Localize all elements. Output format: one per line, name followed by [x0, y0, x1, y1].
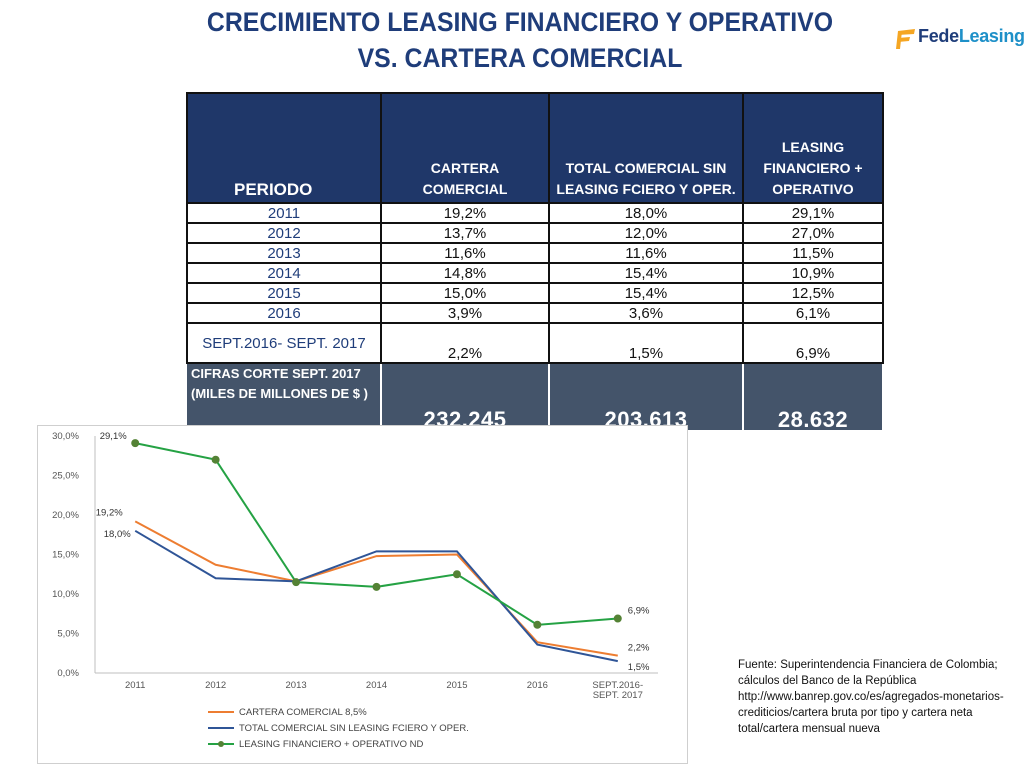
- cell-total: 12,0%: [548, 222, 744, 244]
- table-row: 2012 13,7% 12,0% 27,0%: [186, 222, 884, 244]
- cell-total: 3,6%: [548, 302, 744, 324]
- x-tick-label: 2015: [446, 680, 467, 691]
- cell-total: 15,4%: [548, 262, 744, 284]
- y-tick-label: 30,0%: [52, 431, 79, 442]
- y-tick-label: 15,0%: [52, 550, 79, 561]
- legend-label: TOTAL COMERCIAL SIN LEASING FCIERO Y OPE…: [239, 723, 469, 734]
- title-line-1: CRECIMIENTO LEASING FINANCIERO Y OPERATI…: [206, 7, 834, 37]
- y-tick-label: 0,0%: [57, 668, 79, 679]
- data-point: [131, 439, 140, 448]
- cell-leasing: 6,1%: [742, 302, 884, 324]
- data-label: 1,5%: [628, 662, 650, 673]
- x-tick-label: 2016: [527, 680, 548, 691]
- footer-leasing: 28.632: [743, 363, 884, 431]
- table-header-row: PERIODO CARTERA COMERCIAL TOTAL COMERCIA…: [186, 92, 884, 204]
- logo-part-1: Fede: [918, 26, 959, 46]
- cell-leasing: 6,9%: [742, 322, 884, 364]
- footer-total: 203.613: [549, 363, 744, 431]
- series-line-1: [134, 520, 618, 657]
- logo-mark-icon: [896, 29, 915, 49]
- cell-period: SEPT.2016- SEPT. 2017: [186, 322, 382, 364]
- cell-cartera: 19,2%: [380, 202, 550, 224]
- y-tick-label: 20,0%: [52, 510, 79, 521]
- footer-label: CIFRAS CORTE SEPT. 2017 (MILES DE MILLON…: [187, 363, 382, 430]
- cell-leasing: 27,0%: [742, 222, 884, 244]
- data-point: [533, 620, 542, 629]
- page-title: CRECIMIENTO LEASING FINANCIERO Y OPERATI…: [161, 4, 879, 76]
- col-header-periodo: PERIODO: [186, 92, 382, 204]
- x-tick-label: 2011: [125, 680, 145, 691]
- col-header-leasing: LEASING FINANCIERO + OPERATIVO: [742, 92, 884, 204]
- x-tick-label: SEPT.2016-SEPT. 2017: [592, 680, 643, 701]
- cell-leasing: 10,9%: [742, 262, 884, 284]
- cell-cartera: 13,7%: [380, 222, 550, 244]
- data-point: [292, 578, 301, 587]
- line-chart: 0,0% 5,0% 10,0% 15,0% 20,0% 25,0% 30,0% 2011 201…: [52, 431, 658, 750]
- table-row: 2015 15,0% 15,4% 12,5%: [186, 282, 884, 304]
- cell-cartera: 3,9%: [380, 302, 550, 324]
- footer-cartera: 232.245: [381, 363, 550, 431]
- cell-period: 2015: [186, 282, 382, 304]
- x-tick-label: 2012: [205, 680, 226, 691]
- table-row: 2013 11,6% 11,6% 11,5%: [186, 242, 884, 264]
- table-row: SEPT.2016- SEPT. 2017 2,2% 1,5% 6,9%: [186, 322, 884, 364]
- cell-cartera: 15,0%: [380, 282, 550, 304]
- data-label: 2,2%: [628, 643, 650, 654]
- cell-leasing: 12,5%: [742, 282, 884, 304]
- cell-leasing: 29,1%: [742, 202, 884, 224]
- data-point: [452, 570, 461, 579]
- table-row: 2011 19,2% 18,0% 29,1%: [186, 202, 884, 224]
- legend-label: CARTERA COMERCIAL 8,5%: [239, 707, 367, 718]
- table-row: 2016 3,9% 3,6% 6,1%: [186, 302, 884, 324]
- cell-cartera: 14,8%: [380, 262, 550, 284]
- cell-cartera: 2,2%: [380, 322, 550, 364]
- cell-total: 11,6%: [548, 242, 744, 264]
- cell-leasing: 11,5%: [742, 242, 884, 264]
- growth-table: PERIODO CARTERA COMERCIAL TOTAL COMERCIA…: [186, 92, 884, 431]
- table-row: 2014 14,8% 15,4% 10,9%: [186, 262, 884, 284]
- source-note: Fuente: Superintendencia Financiera de C…: [738, 659, 1004, 735]
- data-label: 18,0%: [104, 529, 131, 540]
- cell-period: 2012: [186, 222, 382, 244]
- y-tick-label: 25,0%: [52, 471, 79, 482]
- y-tick-label: 10,0%: [52, 589, 79, 600]
- legend-marker: [218, 741, 224, 747]
- series-line-3: [135, 442, 618, 626]
- data-point: [372, 582, 381, 591]
- data-label: 29,1%: [100, 431, 127, 442]
- legend-label: LEASING FINANCIERO + OPERATIVO ND: [239, 739, 423, 750]
- cell-total: 15,4%: [548, 282, 744, 304]
- x-tick-label: 2013: [286, 680, 307, 691]
- cell-period: 2011: [186, 202, 382, 224]
- data-point: [613, 614, 622, 623]
- title-line-2: VS. CARTERA COMERCIAL: [357, 43, 683, 73]
- logo-wordmark: FedeLeasing: [918, 26, 1024, 47]
- col-header-total: TOTAL COMERCIAL SIN LEASING FCIERO Y OPE…: [548, 92, 744, 204]
- col-header-cartera: CARTERA COMERCIAL: [380, 92, 550, 204]
- cell-cartera: 11,6%: [380, 242, 550, 264]
- data-label: 19,2%: [96, 507, 123, 518]
- table-footer-row: CIFRAS CORTE SEPT. 2017 (MILES DE MILLON…: [187, 363, 884, 431]
- line-chart-panel: 0,0% 5,0% 10,0% 15,0% 20,0% 25,0% 30,0% 2011 201…: [37, 425, 688, 764]
- logo-part-2: Leasing: [958, 26, 1024, 46]
- cell-period: 2016: [186, 302, 382, 324]
- cell-period: 2013: [186, 242, 382, 264]
- series-line-2: [134, 529, 618, 663]
- cell-total: 18,0%: [548, 202, 744, 224]
- y-tick-label: 5,0%: [57, 629, 79, 640]
- data-label: 6,9%: [628, 605, 650, 616]
- data-point: [211, 455, 220, 464]
- x-tick-label: 2014: [366, 680, 387, 691]
- cell-period: 2014: [186, 262, 382, 284]
- cell-total: 1,5%: [548, 322, 744, 364]
